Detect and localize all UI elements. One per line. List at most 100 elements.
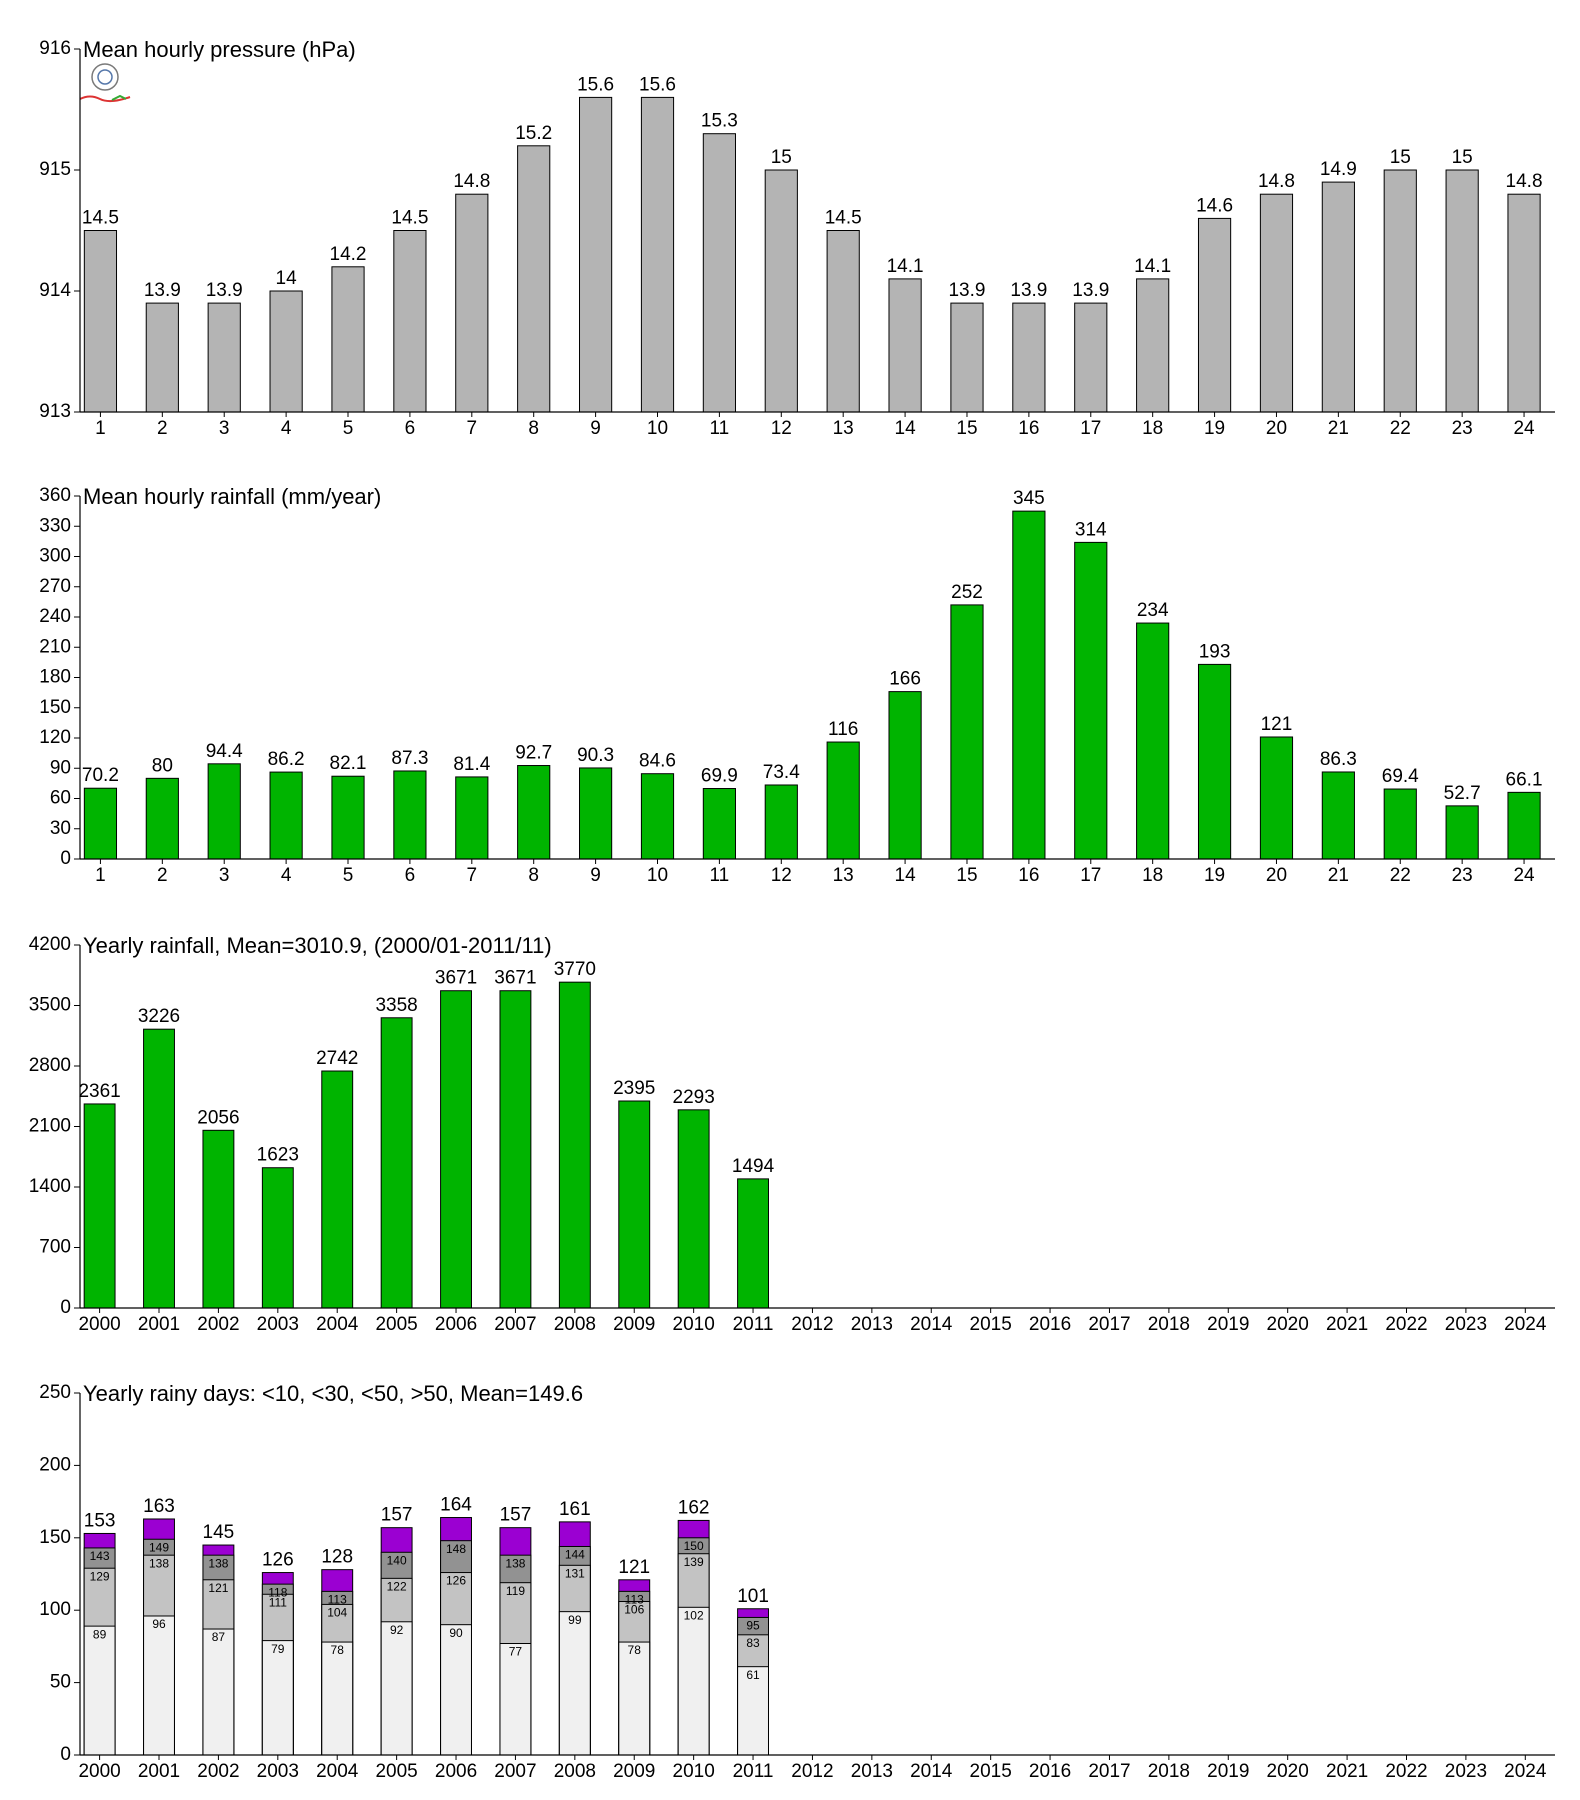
bar [1074,302,1108,413]
bar [558,981,591,1309]
value-label: 15 [1452,147,1473,168]
x-tick-label: 2012 [791,1761,833,1782]
bar [702,133,736,413]
value-label: 14 [276,268,298,289]
x-tick-label: 14 [895,418,917,439]
x-tick-label: 2015 [970,1761,1012,1782]
y-tick-label: 50 [50,1672,71,1693]
y-tick-label: 0 [60,848,71,869]
value-label: 126 [262,1550,294,1571]
x-tick-label: 2009 [613,1314,655,1335]
value-label: 13.9 [948,280,985,301]
x-tick-label: 11 [710,865,730,886]
value-label: 2395 [613,1078,655,1099]
y-tick-label: 913 [39,401,71,422]
segment-label: 126 [446,1574,466,1588]
y-tick-label: 4200 [29,934,71,955]
value-label: 15 [1390,147,1411,168]
x-tick-label: 22 [1390,418,1411,439]
x-tick-label: 5 [343,865,354,886]
value-label: 3671 [435,968,477,989]
y-tick-label: 2800 [29,1055,71,1076]
bar [1197,217,1232,413]
x-tick-label: 2018 [1148,1761,1190,1782]
value-label: 116 [828,719,858,740]
value-label: 94.4 [206,741,243,762]
bar-segment [440,1624,472,1756]
y-tick-label: 240 [39,606,71,627]
x-tick-label: 2 [157,418,168,439]
bar [83,787,118,860]
value-label: 81.4 [453,754,490,775]
bar [1445,805,1479,860]
bar-segment [558,1611,591,1756]
bar [950,604,984,860]
x-tick-label: 2004 [316,1761,359,1782]
value-label: 166 [889,669,921,690]
y-tick-label: 2100 [29,1116,71,1137]
value-label: 3226 [138,1006,180,1027]
bar [380,1017,413,1309]
x-tick-label: 2001 [138,1761,180,1782]
y-tick-label: 210 [39,636,71,657]
value-label: 345 [1013,488,1045,509]
bar [393,770,427,860]
x-tick-label: 1 [95,418,106,439]
x-tick-label: 2007 [494,1314,536,1335]
value-label: 13.9 [144,280,181,301]
bar [455,193,489,413]
bar-segment [261,1640,294,1756]
x-tick-label: 2016 [1029,1314,1071,1335]
bar [145,302,179,413]
value-label: 162 [678,1497,710,1518]
value-label: 13.9 [1072,280,1109,301]
value-label: 14.9 [1320,159,1357,180]
x-tick-label: 3 [219,865,230,886]
x-tick-label: 7 [467,418,478,439]
x-tick-label: 23 [1452,865,1473,886]
x-tick-label: 10 [647,865,668,886]
bar [579,96,613,413]
x-tick-label: 2018 [1148,1314,1190,1335]
bar [440,990,472,1309]
y-tick-label: 916 [39,38,71,59]
x-tick-label: 18 [1142,865,1163,886]
x-tick-label: 1 [95,865,106,886]
x-tick-label: 15 [956,865,977,886]
value-label: 145 [203,1522,235,1543]
segment-label: 61 [746,1668,760,1682]
y-tick-label: 330 [39,515,71,536]
x-tick-label: 3 [219,418,230,439]
x-tick-label: 2014 [910,1314,953,1335]
bar [145,777,179,860]
bar [618,1100,651,1309]
x-tick-label: 14 [895,865,917,886]
value-label: 161 [559,1499,591,1520]
x-tick-label: 2001 [138,1314,180,1335]
y-tick-label: 700 [39,1237,71,1258]
x-tick-label: 2011 [733,1314,774,1335]
bar [1136,278,1170,413]
bar [826,230,860,413]
x-tick-label: 17 [1080,418,1101,439]
x-tick-label: 18 [1142,418,1163,439]
x-tick-label: 2000 [78,1761,120,1782]
y-tick-label: 915 [39,159,71,180]
x-tick-label: 2000 [78,1314,120,1335]
y-tick-label: 100 [39,1599,71,1620]
value-label: 3671 [494,968,536,989]
bar-segment [677,1606,710,1756]
value-label: 86.2 [268,749,305,770]
bar [207,763,241,860]
y-tick-label: 270 [39,576,71,597]
segment-label: 121 [208,1581,228,1595]
bar [737,1178,769,1309]
segment-label: 111 [269,1595,288,1609]
bar [331,266,365,413]
segment-label: 77 [509,1645,523,1659]
bar [950,302,984,413]
segment-label: 106 [624,1603,644,1617]
x-tick-label: 2014 [910,1761,953,1782]
